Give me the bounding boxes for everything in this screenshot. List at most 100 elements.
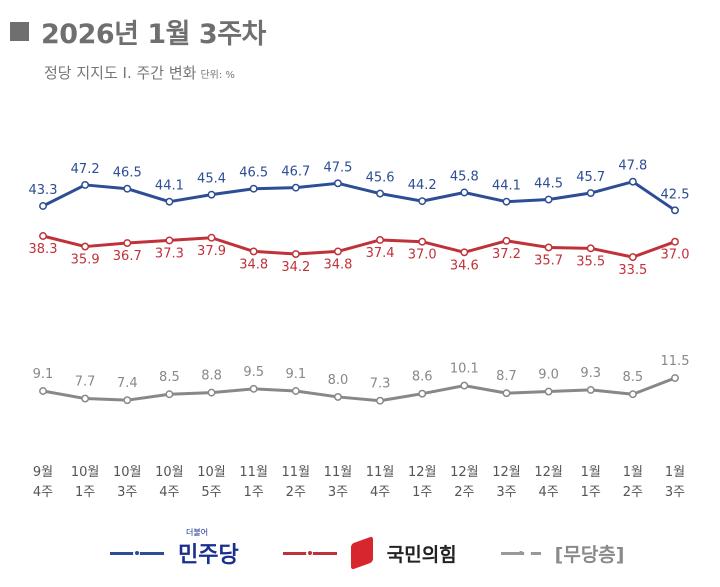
- x-tick-label: 1주: [581, 485, 601, 500]
- data-point-ppp: [418, 237, 427, 246]
- legend-dem-label: 민주당: [178, 543, 239, 568]
- series-line-ind: [42, 376, 676, 403]
- data-label-ind: 7.3: [370, 377, 391, 392]
- x-tick-label: 1월: [665, 465, 685, 480]
- data-label-ind: 8.8: [201, 369, 222, 384]
- x-tick-label: 3주: [665, 485, 685, 500]
- data-point-ppp: [460, 248, 469, 257]
- x-tick-label: 12월: [534, 465, 563, 480]
- data-point-ppp: [39, 232, 47, 240]
- legend: 더불어 민주당 국민의힘 [무당층]: [110, 528, 624, 571]
- data-label-ppp: 37.9: [197, 244, 226, 259]
- data-point-ppp: [544, 243, 553, 252]
- data-label-ind: 11.5: [661, 354, 690, 369]
- x-tick-label: 1월: [623, 465, 643, 480]
- data-label-ppp: 38.3: [29, 242, 58, 257]
- x-tick-label: 12월: [408, 465, 437, 480]
- x-tick-label: 1월: [581, 465, 601, 480]
- data-point-ind: [81, 394, 90, 403]
- data-point-ppp: [376, 236, 385, 244]
- data-label-ppp: 35.7: [534, 253, 563, 268]
- data-point-dem: [39, 202, 47, 210]
- data-label-dem: 44.5: [534, 177, 563, 192]
- data-point-dem: [333, 179, 342, 188]
- data-point-ppp: [165, 236, 174, 245]
- data-point-dem: [628, 177, 637, 186]
- data-label-ind: 10.1: [450, 362, 479, 377]
- data-point-dem: [291, 183, 300, 192]
- data-point-dem: [376, 189, 385, 198]
- data-point-ind: [628, 390, 637, 399]
- legend-line-dem: [110, 546, 164, 560]
- data-point-ind: [291, 387, 300, 395]
- series-line-ppp: [42, 234, 676, 259]
- page-title: 2026년 1월 3주차: [10, 12, 266, 51]
- series-line-dem: [42, 180, 676, 212]
- data-point-dem: [165, 197, 174, 206]
- data-label-dem: 47.2: [71, 162, 100, 177]
- legend-line-ppp: [282, 546, 337, 560]
- data-point-dem: [502, 197, 511, 206]
- data-point-dem: [123, 184, 132, 193]
- data-point-ppp: [81, 242, 90, 251]
- title-text: 2026년 1월 3주차: [41, 19, 266, 50]
- data-label-dem: 46.5: [113, 166, 142, 181]
- data-point-ppp: [333, 247, 342, 256]
- x-tick-label: 1주: [244, 485, 264, 500]
- data-point-ind: [249, 384, 258, 393]
- x-tick-label: 2주: [623, 485, 643, 500]
- data-point-ppp: [671, 237, 679, 246]
- data-point-dem: [586, 189, 595, 197]
- data-point-ppp: [249, 247, 258, 256]
- dem-logo-small: 더불어: [186, 528, 209, 537]
- legend-line-ind: [500, 546, 541, 560]
- data-point-dem: [544, 195, 553, 204]
- data-label-dem: 43.3: [29, 183, 58, 198]
- data-point-ind: [460, 381, 469, 390]
- x-tick-label: 2주: [454, 485, 474, 500]
- data-point-ind: [333, 392, 342, 401]
- data-label-ind: 8.6: [412, 370, 433, 385]
- data-label-ppp: 33.5: [618, 263, 647, 278]
- data-label-dem: 46.5: [239, 166, 268, 181]
- data-point-dem: [249, 184, 258, 193]
- data-label-dem: 45.4: [197, 172, 226, 187]
- data-label-ind: 9.0: [538, 368, 559, 383]
- data-label-dem: 44.1: [492, 179, 521, 194]
- x-tick-label: 4주: [370, 485, 390, 500]
- data-label-ind: 8.7: [496, 369, 517, 384]
- data-label-dem: 46.7: [281, 165, 310, 180]
- data-label-ppp: 35.5: [576, 254, 605, 269]
- x-tick-label: 3주: [117, 485, 137, 500]
- data-label-ppp: 35.9: [71, 253, 100, 268]
- x-tick-label: 10월: [155, 465, 184, 480]
- x-tick-label: 10월: [197, 465, 226, 480]
- data-point-ind: [544, 387, 553, 396]
- data-label-ppp: 37.3: [155, 246, 184, 261]
- data-label-ppp: 37.4: [366, 246, 395, 261]
- x-tick-label: 9월: [33, 465, 53, 480]
- data-label-dem: 47.8: [618, 159, 647, 174]
- data-label-dem: 47.5: [323, 160, 352, 175]
- x-tick-label: 1주: [412, 485, 432, 500]
- data-point-ind: [586, 385, 595, 394]
- data-point-ppp: [586, 244, 595, 253]
- data-point-ppp: [291, 250, 300, 258]
- data-point-ppp: [502, 236, 511, 245]
- data-label-ppp: 34.2: [281, 260, 310, 275]
- data-label-ind: 7.4: [117, 376, 138, 391]
- data-point-ppp: [123, 239, 132, 247]
- data-point-ind: [165, 390, 174, 399]
- data-point-dem: [81, 180, 90, 189]
- data-point-ind: [502, 389, 511, 398]
- data-label-ind: 8.0: [328, 373, 349, 388]
- data-label-ind: 9.3: [580, 366, 601, 381]
- x-tick-label: 4주: [538, 485, 558, 500]
- title-square-icon: [10, 22, 29, 41]
- legend-ppp-label: 국민의힘: [386, 543, 457, 566]
- data-point-ind: [39, 387, 47, 395]
- data-label-ind: 9.5: [243, 365, 264, 380]
